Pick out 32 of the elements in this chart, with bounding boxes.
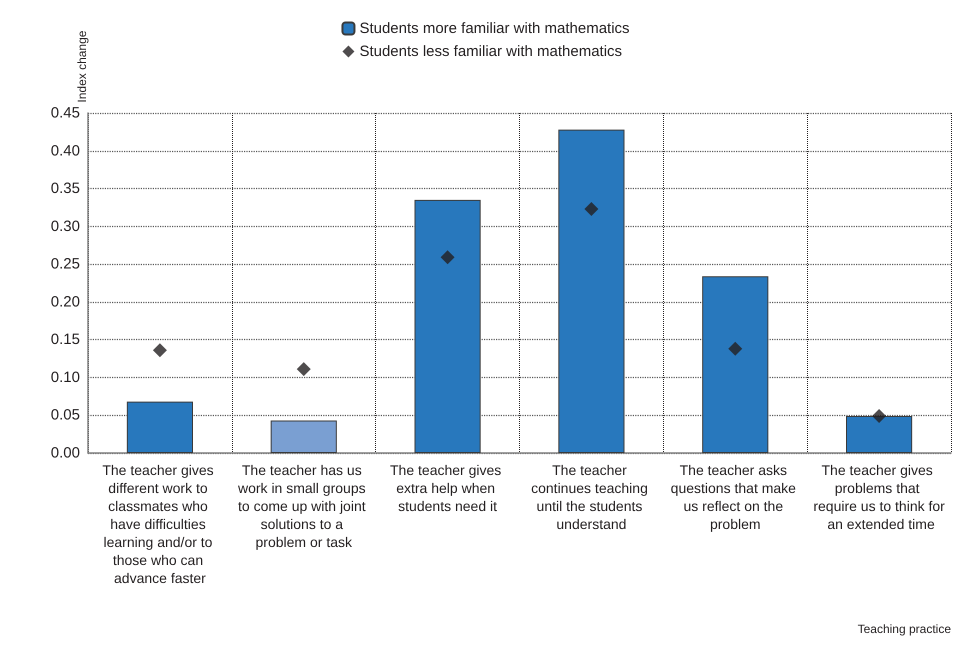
x-tick-label: The teacher continues teaching until the students understand xyxy=(531,462,652,532)
bar xyxy=(702,276,768,453)
x-tick-label: The teacher gives problems that require us to think for an extended time xyxy=(813,462,946,532)
point xyxy=(440,250,455,264)
x-tick-label: The teacher asks questions that make us reflect on the problem xyxy=(670,462,800,532)
y-tick-label: 0.30 xyxy=(50,218,80,235)
bar xyxy=(126,402,193,453)
y-axis-title: Index change xyxy=(75,30,89,103)
y-tick-label: 0.20 xyxy=(50,293,80,310)
legend-label: Students less familiar with mathematics xyxy=(359,43,622,60)
legend-label: Students more familiar with mathematics xyxy=(359,20,630,37)
y-tick-label: 0.35 xyxy=(50,180,80,198)
point xyxy=(728,342,742,356)
y-tick-label: 0.05 xyxy=(50,406,80,424)
y-tick-label: 0.15 xyxy=(50,331,80,348)
x-tick-label: The teacher gives extra help when students need it xyxy=(390,462,506,514)
point xyxy=(872,408,886,423)
y-tick-label: 0.25 xyxy=(50,256,80,273)
bar xyxy=(558,130,624,453)
x-tick-label: The teacher has us work in small groups to come up with joint solutions to a problem or task xyxy=(237,462,370,550)
y-tick-label: 0.45 xyxy=(50,104,80,122)
y-tick-label: 0.00 xyxy=(50,444,80,462)
point xyxy=(296,362,311,376)
x-tick-label: The teacher gives different work to classmates who have difficulties learning and/or to those who can advance faster xyxy=(102,462,218,586)
y-tick-label: 0.10 xyxy=(50,368,80,386)
bar xyxy=(846,416,912,453)
y-tick-label: 0.40 xyxy=(50,142,80,160)
bar xyxy=(270,420,337,453)
bar xyxy=(414,200,481,453)
point xyxy=(584,202,598,216)
x-axis-title: Teaching practice xyxy=(858,622,952,636)
point xyxy=(152,343,167,358)
